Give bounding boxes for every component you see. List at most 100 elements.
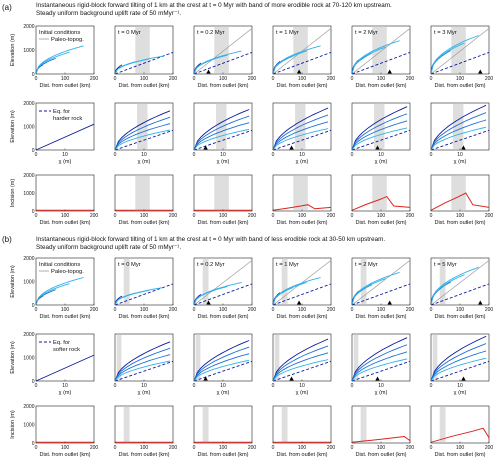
panel-b-r0-c1-equilibrium [114, 283, 174, 306]
panel-b-r1-c1-chi-profile-3 [114, 360, 171, 382]
panel-b-r2-c5-rock-band [439, 406, 446, 443]
panel-b-r2-c1-rock-band [123, 406, 130, 443]
panel-b-r0-c2-paleo-topog [193, 260, 253, 306]
panel-a-r1-c2-chi-profile-0 [193, 109, 250, 151]
panel-a-r2-c2-xlabel: Dist. from outlet (km) [197, 220, 248, 226]
panel-b-r0-c4-xlabel: Dist. from outlet (km) [355, 314, 406, 320]
panel-a-r1-c1-chi-profile-3 [114, 129, 171, 151]
panel-a-r1-c0-ylabel: Elevation (m) [10, 110, 16, 143]
panel-a-r1-c5-chi-profile-3 [430, 126, 487, 151]
panel-a-r2-c2-rock-band [214, 175, 229, 211]
panel-a-r0-c4-xlabel: Dist. from outlet (km) [355, 83, 406, 89]
panel-b-r0-c5-profile-2 [430, 274, 465, 306]
panel-a-r2-c2-xtick-label-2: 200 [248, 213, 257, 219]
panel-b-r0-c5-xlabel: Dist. from outlet (km) [434, 314, 485, 320]
panel-b-r1-c0-ytick-label-1: 1000 [23, 355, 34, 361]
panel-b-r1-c4-equilibrium [351, 360, 411, 382]
panel-a-r2-c3-incision-line [272, 204, 332, 211]
panel-a-r1-c5-knickpoint-marker [461, 145, 466, 150]
panel-a-r1-c0-ytick-label-0: 0 [32, 148, 35, 154]
panel-b-r2-c5-xtick-label-1: 100 [456, 445, 465, 451]
panel-b-r1-c4-xtick-label-0: 0 [351, 383, 354, 389]
panel-b-r0-c4-xtick-label-0: 0 [351, 307, 354, 313]
panel-b-r1-c2-chi-profile-3 [193, 359, 250, 382]
panel-b-r0-c0-ytick-label-1: 1000 [23, 279, 34, 285]
panel-a-r0-c0-ytick-label-0: 0 [32, 72, 35, 78]
panel-a-r0-c4-profile-2 [351, 46, 386, 75]
panel-a-r2-c1-xlabel: Dist. from outlet (km) [118, 220, 169, 226]
panel-b-r1-c1-xtick-label-1: 10 [141, 383, 147, 389]
panel-a-r2-c3-xtick-label-2: 200 [327, 213, 336, 219]
panel-a-r0-c4-xtick-label-1: 100 [377, 76, 386, 82]
panel-b-r1-c3-equilibrium [272, 360, 332, 382]
panel-a-r1-c5-xtick-label-1: 10 [457, 152, 463, 158]
panel-a-r0-c3-time-label: t = 1 Myr [276, 30, 299, 36]
panel-b-r1-c3-xtick-label-1: 10 [299, 383, 305, 389]
panel-b-r0-c2-xtick-label-2: 200 [248, 307, 257, 313]
panel-b-r0-c2-xtick-label-1: 100 [219, 307, 228, 313]
panel-a-r1-c3-xtick-label-0: 0 [272, 152, 275, 158]
panel-b-r2-c1-xtick-label-0: 0 [114, 445, 117, 451]
panel-b-r0-c2-xlabel: Dist. from outlet (km) [197, 314, 248, 320]
panel-a-r1-c4-xtick-label-1: 10 [378, 152, 384, 158]
panel-b-r2-c1-xlabel: Dist. from outlet (km) [118, 452, 169, 458]
panel-a-r2-c4-xtick-label-2: 200 [406, 213, 415, 219]
panel-b-r2-c3-rock-band [281, 406, 288, 443]
panel-b-r0-c4-time-label: t = 2 Myr [355, 262, 378, 268]
panel-a-r1-c0-xlabel: χ (m) [59, 159, 72, 165]
panel-b-r0-c3-xtick-label-1: 100 [298, 307, 307, 313]
panel-a-r1-c3-chi-profile-3 [272, 128, 329, 151]
panel-b-r0-c2-knickpoint-marker [206, 300, 211, 305]
panel-a-r0-c3-xtick-label-1: 100 [298, 76, 307, 82]
panel-a-r1-c5-equilibrium [430, 129, 490, 151]
legend-1-eq-line1: Eq. for [53, 340, 70, 346]
panel-b-r0-c0-profile-3 [35, 277, 84, 306]
panel-a-r2-c4-incision-line [351, 195, 411, 211]
panel-b-r1-c0-xtick-label-0: 0 [35, 383, 38, 389]
panel-a-r1-c4-chi-profile-1 [351, 113, 408, 151]
panel-b-r2-c3-xtick-label-1: 100 [298, 445, 307, 451]
panel-b-r2-c0-xlabel: Dist. from outlet (km) [39, 452, 90, 458]
panel-a-r1-c2-xlabel: χ (m) [217, 159, 230, 165]
panel-b-r1-c4-chi-profile-0 [351, 337, 408, 382]
panel-a-r1-c0-xtick-label-0: 0 [35, 152, 38, 158]
panel-a-r1-c1-equilibrium [114, 129, 174, 151]
panel-a-r1-c4-xlabel: χ (m) [375, 159, 388, 165]
panel-a-r2-c0-ytick-label-2: 2000 [23, 173, 34, 179]
panel-b-r2-c4-xtick-label-0: 0 [351, 445, 354, 451]
panel-b-r0-c4-knickpoint-marker [387, 300, 392, 305]
panel-a-r1-c3-knickpoint-marker [289, 145, 294, 150]
panel-a-r1-c5-xlabel: χ (m) [454, 159, 467, 165]
panel-a-r0-c5-xtick-label-2: 200 [485, 76, 494, 82]
panel-a-r1-c3-xtick-label-1: 10 [299, 152, 305, 158]
panel-a-r0-c1-equilibrium [114, 51, 174, 75]
panel-a-r0-c3-rock-band [293, 26, 308, 74]
panel-a-r2-c1-rock-band [135, 175, 150, 211]
panel-a-r2-c3-xtick-label-1: 100 [298, 213, 307, 219]
panel-a-r2-c2-xtick-label-0: 0 [193, 213, 196, 219]
panel-a-r2-c0-xlabel: Dist. from outlet (km) [39, 220, 90, 226]
panel-b-r1-c3-frame [272, 333, 332, 382]
panel-a-r1-c1-chi-profile-0 [114, 110, 171, 151]
panel-b-r2-c5-xtick-label-0: 0 [430, 445, 433, 451]
panel-b-r0-c3-knickpoint-marker [296, 300, 302, 305]
panel-a-r0-c2-time-label: t = 0.2 Myr [197, 30, 225, 36]
panel-b-r1-c2-chi-profile-0 [193, 340, 250, 382]
panel-a-r2-c1-xtick-label-2: 200 [169, 213, 178, 219]
panel-a-r1-c1-xlabel: χ (m) [138, 159, 151, 165]
panel-a-r2-c1-xtick-label-1: 100 [140, 213, 149, 219]
panel-b-r1-c2-xlabel: χ (m) [217, 390, 230, 396]
panel-b-r1-c1-chi-profile-2 [114, 354, 171, 382]
panel-a-r1-c1-xtick-label-0: 0 [114, 152, 117, 158]
panel-a-r1-c0-ytick-label-1: 1000 [23, 124, 34, 130]
panel-a-r0-c1-profile-3 [114, 55, 163, 75]
panel-a-r2-c5-xlabel: Dist. from outlet (km) [434, 220, 485, 226]
panel-b-r0-c1-xlabel: Dist. from outlet (km) [118, 314, 169, 320]
panel-b-r0-c1-xtick-label-2: 200 [169, 307, 178, 313]
panel-a-r0-c5-xtick-label-0: 0 [430, 76, 433, 82]
panel-b-r0-c0-xtick-label-1: 100 [61, 307, 70, 313]
panel-a-r0-c0-profile-2 [35, 51, 70, 75]
panel-a-r0-c3-xlabel: Dist. from outlet (km) [276, 83, 327, 89]
panel-b-r1-c5-xtick-label-0: 0 [430, 383, 433, 389]
panel-b-r2-c4-rock-band [360, 406, 367, 443]
